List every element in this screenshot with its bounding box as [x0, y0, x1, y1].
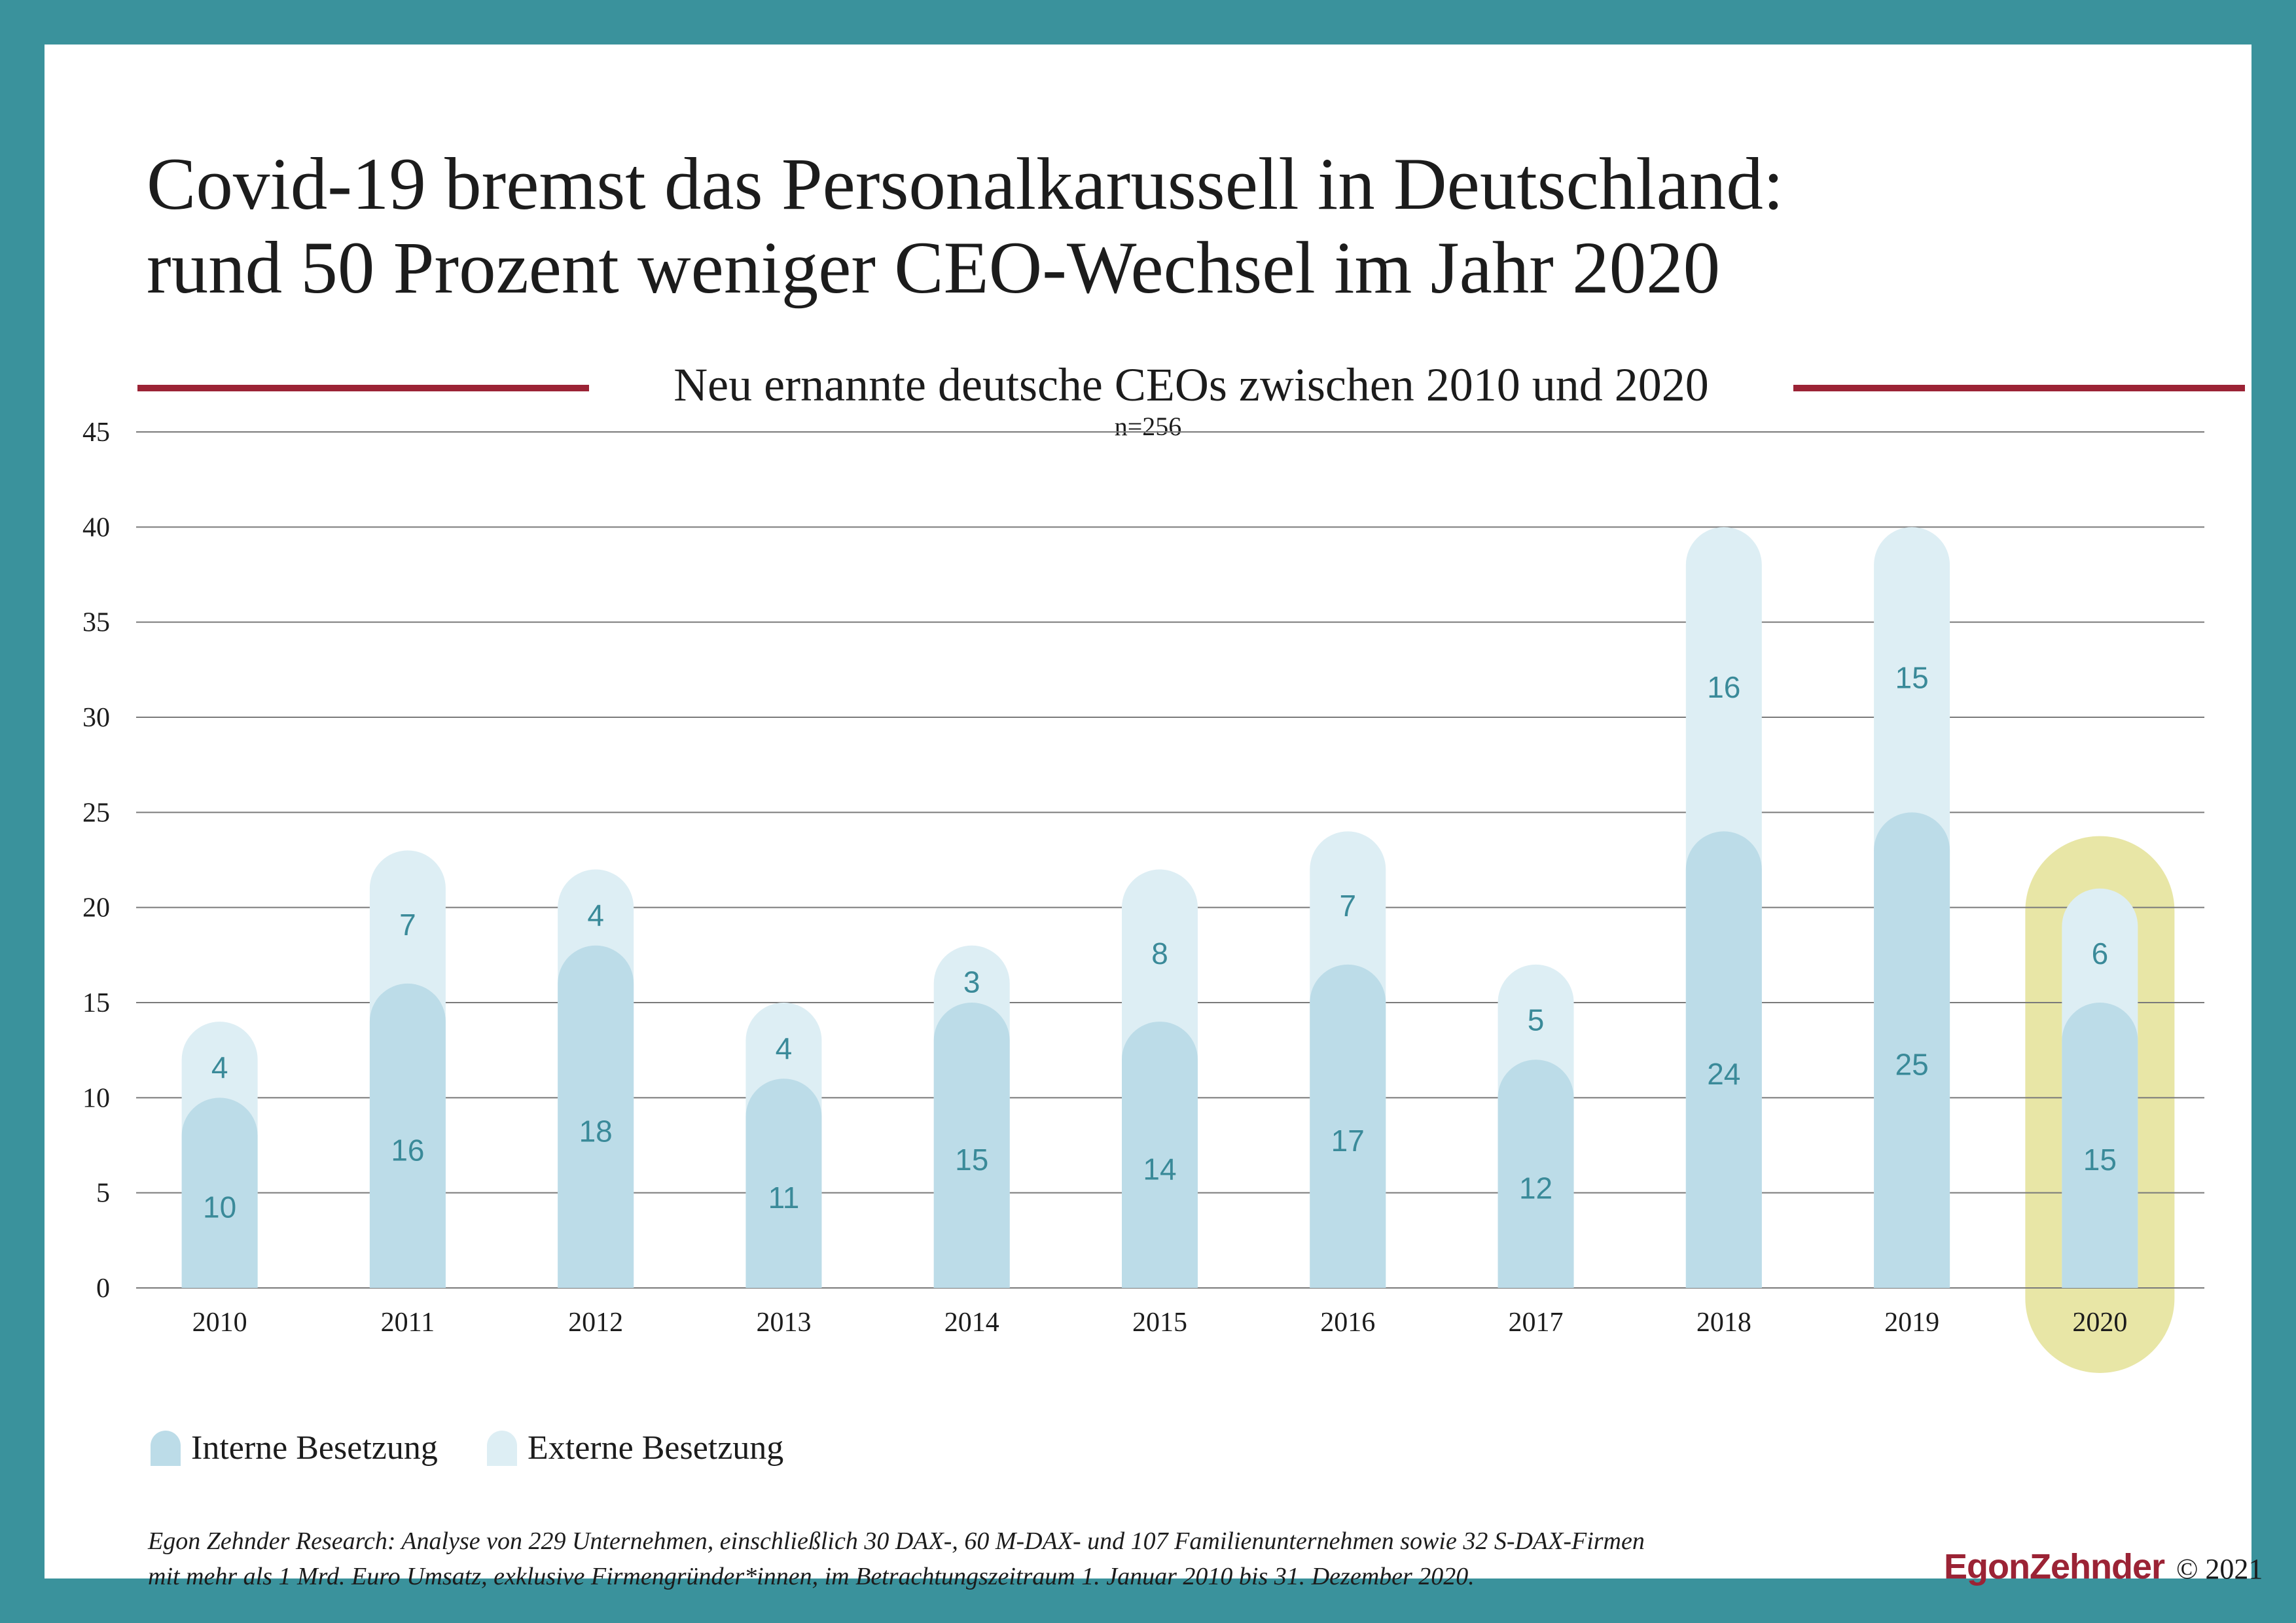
bar-intern-2015	[1122, 1022, 1198, 1288]
legend-swatch-externe	[487, 1431, 517, 1466]
bar-intern-2014	[933, 1003, 1010, 1288]
y-tick-label-45: 45	[82, 418, 110, 448]
data-label-intern-2013: 11	[768, 1181, 800, 1215]
sample-size: n=256	[1114, 412, 1182, 441]
legend-label-interne: Interne Besetzung	[191, 1429, 438, 1467]
bar-intern-2013	[745, 1079, 822, 1288]
footnote-line-1: Egon Zehnder Research: Analyse von 229 U…	[148, 1527, 1645, 1555]
x-tick-label-2019: 2019	[1884, 1308, 1939, 1338]
title-line-2: rund 50 Prozent weniger CEO-Wechsel im J…	[147, 227, 1721, 309]
data-label-extern-2011: 7	[399, 908, 416, 942]
x-tick-label-2011: 2011	[381, 1308, 435, 1338]
data-label-intern-2012: 18	[579, 1114, 613, 1148]
data-label-extern-2017: 5	[1528, 1003, 1545, 1037]
y-tick-label-15: 15	[82, 988, 110, 1018]
legend-swatch-interne	[151, 1431, 181, 1466]
bar-intern-2012	[558, 945, 634, 1288]
y-tick-label-25: 25	[82, 798, 110, 828]
data-label-intern-2014: 15	[955, 1143, 988, 1177]
y-tick-label-20: 20	[82, 893, 110, 923]
subtitle-rule-left	[137, 385, 589, 391]
x-tick-label-2018: 2018	[1696, 1308, 1751, 1338]
source-footnote: Egon Zehnder Research: Analyse von 229 U…	[148, 1524, 1915, 1594]
brand-block: EgonZehnder © 2021	[1944, 1546, 2263, 1592]
data-label-extern-2013: 4	[776, 1031, 793, 1065]
bar-intern-2010	[181, 1097, 258, 1288]
bar-intern-2018	[1685, 831, 1762, 1288]
footnote-line-2: mit mehr als 1 Mrd. Euro Umsatz, exklusi…	[148, 1563, 1475, 1590]
y-tick-label-5: 5	[96, 1179, 110, 1209]
x-tick-label-2020: 2020	[2072, 1308, 2127, 1338]
x-tick-label-2010: 2010	[192, 1308, 247, 1338]
y-tick-label-0: 0	[96, 1274, 110, 1304]
bar-intern-2011	[369, 983, 446, 1288]
data-label-intern-2015: 14	[1143, 1152, 1176, 1186]
data-label-intern-2019: 25	[1895, 1048, 1929, 1082]
x-tick-label-2012: 2012	[568, 1308, 623, 1338]
data-label-extern-2012: 4	[587, 899, 604, 933]
bar-intern-2020	[2062, 1003, 2138, 1288]
copyright: © 2021	[2176, 1553, 2263, 1585]
data-label-extern-2015: 8	[1151, 936, 1168, 971]
data-label-extern-2020: 6	[2092, 936, 2109, 971]
legend-label-externe: Externe Besetzung	[528, 1429, 784, 1467]
y-tick-label-35: 35	[82, 608, 110, 638]
data-label-extern-2014: 3	[963, 965, 980, 999]
data-label-extern-2019: 15	[1895, 660, 1929, 694]
egon-zehnder-logo: EgonZehnder	[1944, 1547, 2165, 1586]
data-label-intern-2017: 12	[1519, 1171, 1552, 1205]
x-tick-label-2015: 2015	[1132, 1308, 1187, 1338]
x-tick-label-2016: 2016	[1320, 1308, 1375, 1338]
data-label-intern-2018: 24	[1707, 1057, 1740, 1091]
y-tick-label-10: 10	[82, 1083, 110, 1113]
title-line-1: Covid-19 bremst das Personalkarussell in…	[147, 143, 1784, 225]
data-label-intern-2011: 16	[391, 1133, 424, 1167]
data-label-intern-2016: 17	[1331, 1124, 1365, 1158]
data-label-intern-2020: 15	[2083, 1143, 2117, 1177]
data-label-extern-2010: 4	[211, 1050, 228, 1084]
subtitle-rule-right	[1793, 385, 2245, 391]
y-tick-label-30: 30	[82, 703, 110, 733]
infographic-card: Covid-19 bremst das Personalkarussell in…	[45, 45, 2263, 1590]
page-title: Covid-19 bremst das Personalkarussell in…	[147, 143, 2110, 310]
x-tick-label-2013: 2013	[756, 1308, 811, 1338]
bar-chart: 0510152025303540451042010167201118420121…	[82, 418, 2204, 1373]
x-tick-label-2014: 2014	[944, 1308, 999, 1338]
data-label-extern-2018: 16	[1707, 670, 1740, 704]
x-tick-label-2017: 2017	[1509, 1308, 1564, 1338]
bar-intern-2016	[1310, 964, 1386, 1288]
bar-intern-2019	[1874, 812, 1950, 1288]
chart-subtitle-row: Neu ernannte deutsche CEOs zwischen 2010…	[137, 352, 2245, 418]
bar-intern-2017	[1498, 1060, 1574, 1288]
y-tick-label-40: 40	[82, 512, 110, 543]
data-label-extern-2016: 7	[1339, 889, 1356, 923]
data-label-intern-2010: 10	[203, 1190, 236, 1224]
chart-subtitle: Neu ernannte deutsche CEOs zwischen 2010…	[673, 359, 1709, 411]
